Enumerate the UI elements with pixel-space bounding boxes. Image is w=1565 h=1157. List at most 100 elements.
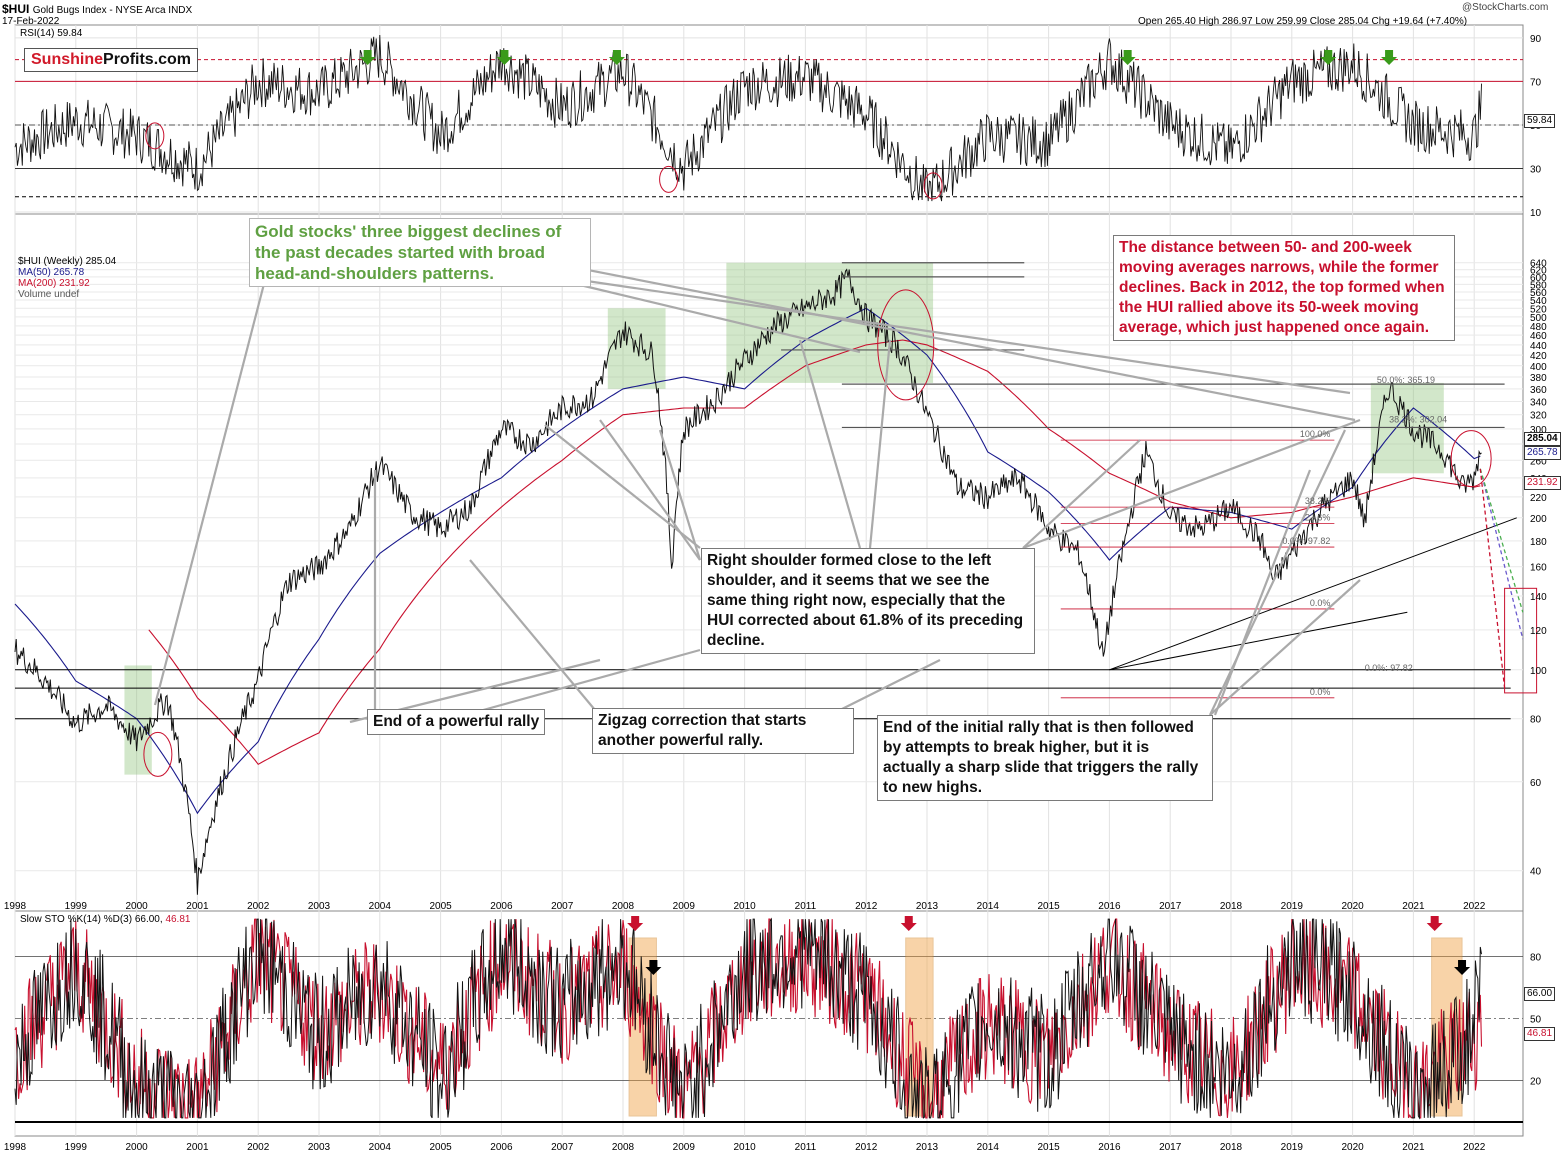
price-tick-label: 160 bbox=[1530, 563, 1547, 574]
callout-line bbox=[153, 279, 267, 706]
sto-d-line bbox=[14, 918, 1483, 1119]
price-tick-label: 340 bbox=[1530, 397, 1547, 408]
price-tick-label: 440 bbox=[1530, 341, 1547, 352]
annotation-right-shoulder: Right shoulder formed close to the left … bbox=[701, 548, 1035, 654]
x-tick-label-bottom: 2006 bbox=[490, 1142, 513, 1153]
x-tick-label-bottom: 2004 bbox=[369, 1142, 392, 1153]
callout-line bbox=[868, 339, 892, 549]
x-tick-label-bottom: 2020 bbox=[1341, 1142, 1364, 1153]
x-tick-label-bottom: 2013 bbox=[916, 1142, 939, 1153]
callout-line bbox=[599, 419, 701, 561]
sto-red-arrow bbox=[627, 916, 644, 931]
price-tick-label: 120 bbox=[1530, 626, 1547, 637]
stockcharts-watermark: @StockCharts.com bbox=[1462, 2, 1549, 13]
ma50-current-label: 265.78 bbox=[1524, 446, 1561, 460]
callout-line bbox=[1022, 418, 1361, 550]
legend-volume: Volume undef bbox=[18, 289, 80, 300]
rsi-tick-label: 70 bbox=[1530, 77, 1542, 88]
fib-label: 0.0%: 97.82 bbox=[1282, 536, 1330, 546]
highlight-circle bbox=[1450, 430, 1492, 488]
price-tick-label: 100 bbox=[1530, 666, 1547, 677]
pattern-boxes bbox=[124, 262, 1463, 1117]
x-tick-label-bottom: 2011 bbox=[795, 1142, 817, 1153]
price-tick-label: 60 bbox=[1530, 778, 1542, 789]
x-tick-label-bottom: 2021 bbox=[1402, 1142, 1425, 1153]
price-tick-label: 320 bbox=[1530, 411, 1547, 422]
symbol-title: $HUI Gold Bugs Index - NYSE Arca INDX bbox=[2, 2, 192, 16]
projection-line bbox=[1479, 468, 1524, 640]
annotation-zigzag: Zigzag correction that starts another po… bbox=[592, 708, 854, 754]
price-legend: $HUI (Weekly) 285.04 MA(50) 265.78 MA(20… bbox=[18, 256, 116, 300]
logo-part2: Profits.com bbox=[103, 51, 192, 68]
sto-tick-label: 80 bbox=[1530, 952, 1542, 963]
x-tick-label: 2006 bbox=[490, 901, 513, 912]
hs-pattern-box bbox=[726, 262, 934, 383]
x-tick-label: 2002 bbox=[247, 901, 270, 912]
chart-labels: 1998199819991999200020002001200120022002… bbox=[4, 34, 1547, 1153]
x-tick-label: 2003 bbox=[308, 901, 331, 912]
x-tick-label: 2013 bbox=[916, 901, 939, 912]
fib-label: 0.0% bbox=[1310, 598, 1331, 608]
legend-price: $HUI (Weekly) 285.04 bbox=[18, 256, 117, 267]
sto-red-arrow bbox=[900, 916, 917, 931]
rsi-top-arrow bbox=[1320, 50, 1337, 65]
callout-line bbox=[579, 278, 1351, 395]
ma50-line bbox=[14, 307, 1481, 815]
x-tick-label-bottom: 2012 bbox=[855, 1142, 878, 1153]
main-frame bbox=[14, 24, 1524, 912]
symbol: $HUI bbox=[2, 2, 30, 16]
x-tick-label: 2015 bbox=[1037, 901, 1060, 912]
price-tick-label: 180 bbox=[1530, 537, 1547, 548]
rsi-top-arrow bbox=[359, 50, 376, 65]
rsi-legend: RSI(14) 59.84 bbox=[20, 28, 83, 39]
sto-legend: Slow STO %K(14) %D(3) 66.00, 46.81 bbox=[20, 914, 190, 925]
x-tick-label: 2022 bbox=[1463, 901, 1486, 912]
ma200-current-label: 231.92 bbox=[1524, 476, 1561, 490]
legend-ma50: MA(50) 265.78 bbox=[18, 267, 85, 278]
sto-tick-label: 20 bbox=[1530, 1077, 1542, 1088]
price-tick-label: 620 bbox=[1530, 266, 1547, 277]
x-tick-label-bottom: 2016 bbox=[1098, 1142, 1121, 1153]
fib-label: 0.0% bbox=[1310, 687, 1331, 697]
x-tick-label-bottom: 2017 bbox=[1159, 1142, 1182, 1153]
price-tick-label: 560 bbox=[1530, 288, 1547, 299]
callout-line bbox=[579, 283, 861, 354]
price-tick-label: 600 bbox=[1530, 273, 1547, 284]
callout-line bbox=[658, 429, 702, 561]
sto-black-arrow bbox=[645, 960, 662, 975]
annotation-moving-averages: The distance between 50- and 200-week mo… bbox=[1113, 235, 1455, 341]
x-tick-label: 2000 bbox=[125, 901, 148, 912]
highlight-circle bbox=[143, 731, 173, 777]
x-tick-label: 2007 bbox=[551, 901, 574, 912]
rsi-tick-label: 30 bbox=[1530, 164, 1542, 175]
sto-red-arrow bbox=[1426, 916, 1443, 931]
price-tick-label: 420 bbox=[1530, 351, 1547, 362]
price-tick-label: 520 bbox=[1530, 304, 1547, 315]
callout-line bbox=[1209, 429, 1346, 716]
ohlc-readout: Open 265.40 High 286.97 Low 259.99 Close… bbox=[1138, 16, 1468, 27]
x-tick-label: 2005 bbox=[429, 901, 452, 912]
x-tick-label: 2014 bbox=[977, 901, 1000, 912]
rsi-top-arrow bbox=[496, 50, 513, 65]
x-tick-label: 1998 bbox=[4, 901, 27, 912]
symbol-name: Gold Bugs Index - NYSE Arca INDX bbox=[32, 5, 193, 16]
x-tick-label: 2018 bbox=[1220, 901, 1243, 912]
legend-ma200: MA(200) 231.92 bbox=[18, 278, 90, 289]
x-tick-label: 2009 bbox=[673, 901, 696, 912]
callout-line bbox=[839, 659, 941, 711]
x-tick-label: 2012 bbox=[855, 901, 878, 912]
sto-legend-d: 46.81 bbox=[165, 914, 191, 925]
x-tick-label-bottom: 2010 bbox=[733, 1142, 756, 1153]
projection-line bbox=[1479, 468, 1524, 613]
hs-pattern-box bbox=[1370, 382, 1444, 474]
sunshine-profits-logo: SunshineProfits.com bbox=[24, 48, 199, 72]
fib-label: 0.0%: 97.82 bbox=[1365, 663, 1413, 673]
chart-overlays bbox=[15, 50, 1538, 975]
highlight-circle bbox=[877, 289, 935, 401]
callout-line bbox=[1213, 469, 1312, 716]
rsi-top-arrow bbox=[1381, 50, 1398, 65]
x-tick-label-bottom: 2002 bbox=[247, 1142, 270, 1153]
callout-line bbox=[1209, 579, 1361, 716]
price-current-label: 285.04 bbox=[1524, 432, 1561, 446]
x-tick-label-bottom: 2005 bbox=[429, 1142, 452, 1153]
